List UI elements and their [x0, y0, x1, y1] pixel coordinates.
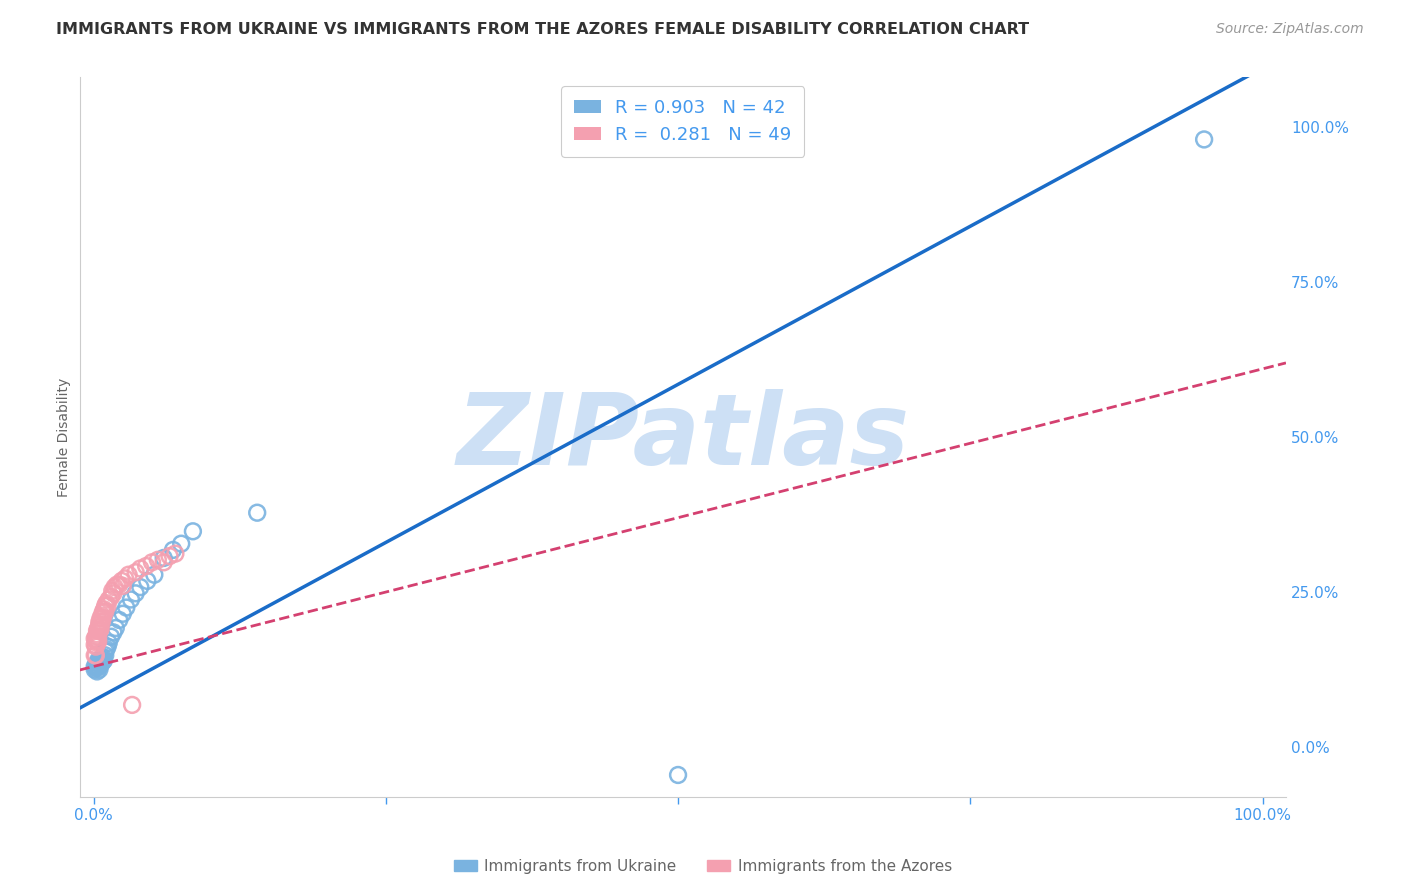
- Point: [84, 633, 107, 648]
- Point: [90, 652, 112, 666]
- Point: [97, 636, 120, 650]
- Point: [105, 577, 128, 591]
- Point: [94, 599, 117, 613]
- Point: [89, 624, 111, 638]
- Point: [83, 659, 105, 673]
- Point: [90, 655, 112, 669]
- Point: [86, 665, 108, 679]
- Point: [124, 586, 146, 600]
- Point: [96, 642, 118, 657]
- Point: [181, 524, 204, 539]
- Point: [87, 634, 110, 648]
- Point: [170, 537, 193, 551]
- Text: Source: ZipAtlas.com: Source: ZipAtlas.com: [1216, 22, 1364, 37]
- Legend: R = 0.903   N = 42, R =  0.281   N = 49: R = 0.903 N = 42, R = 0.281 N = 49: [561, 87, 804, 157]
- Point: [90, 619, 112, 633]
- Point: [94, 644, 117, 658]
- Point: [103, 580, 125, 594]
- Legend: Immigrants from Ukraine, Immigrants from the Azores: Immigrants from Ukraine, Immigrants from…: [447, 853, 959, 880]
- Point: [246, 506, 269, 520]
- Point: [152, 555, 174, 569]
- Point: [90, 615, 112, 629]
- Text: IMMIGRANTS FROM UKRAINE VS IMMIGRANTS FROM THE AZORES FEMALE DISABILITY CORRELAT: IMMIGRANTS FROM UKRAINE VS IMMIGRANTS FR…: [56, 22, 1029, 37]
- Point: [86, 636, 108, 650]
- Point: [115, 600, 138, 615]
- Point: [108, 613, 131, 627]
- Point: [84, 658, 107, 673]
- Point: [124, 566, 146, 580]
- Point: [93, 653, 115, 667]
- Point: [89, 657, 111, 671]
- Point: [84, 648, 107, 663]
- Point: [120, 592, 142, 607]
- Point: [110, 574, 132, 588]
- Point: [114, 571, 136, 585]
- Point: [103, 625, 125, 640]
- Point: [129, 561, 152, 575]
- Point: [152, 551, 174, 566]
- Point: [100, 590, 122, 604]
- Point: [86, 624, 108, 638]
- Point: [87, 630, 110, 644]
- Point: [83, 638, 105, 652]
- Point: [87, 659, 110, 673]
- Point: [97, 599, 120, 613]
- Point: [86, 657, 108, 671]
- Point: [89, 663, 111, 677]
- Point: [84, 630, 107, 644]
- Point: [90, 622, 112, 636]
- Point: [94, 605, 117, 619]
- Point: [91, 605, 114, 619]
- Point: [97, 592, 120, 607]
- Point: [90, 611, 112, 625]
- Point: [136, 574, 159, 588]
- Point: [111, 579, 134, 593]
- Point: [104, 621, 127, 635]
- Point: [90, 658, 112, 673]
- Point: [96, 596, 118, 610]
- Point: [86, 627, 108, 641]
- Point: [87, 621, 110, 635]
- Point: [91, 650, 114, 665]
- Point: [129, 580, 152, 594]
- Point: [83, 632, 105, 646]
- Point: [143, 567, 166, 582]
- Point: [86, 661, 108, 675]
- Point: [89, 615, 111, 629]
- Point: [90, 608, 112, 623]
- Point: [87, 653, 110, 667]
- Point: [94, 648, 117, 663]
- Point: [86, 633, 108, 648]
- Point: [666, 768, 689, 782]
- Point: [121, 698, 143, 712]
- Point: [1192, 132, 1215, 146]
- Point: [83, 648, 105, 663]
- Point: [135, 559, 157, 574]
- Point: [97, 640, 120, 654]
- Text: ZIPatlas: ZIPatlas: [456, 389, 910, 485]
- Point: [165, 547, 187, 561]
- Point: [91, 655, 114, 669]
- Point: [101, 583, 124, 598]
- Point: [89, 617, 111, 632]
- Point: [117, 567, 139, 582]
- Point: [103, 586, 125, 600]
- Point: [100, 630, 122, 644]
- Point: [162, 542, 184, 557]
- Y-axis label: Female Disability: Female Disability: [58, 377, 72, 497]
- Point: [111, 607, 134, 621]
- Point: [159, 549, 181, 563]
- Point: [90, 656, 112, 670]
- Point: [89, 653, 111, 667]
- Point: [141, 555, 163, 569]
- Point: [84, 661, 107, 675]
- Point: [146, 553, 169, 567]
- Point: [83, 663, 105, 677]
- Point: [84, 640, 107, 654]
- Point: [93, 602, 115, 616]
- Point: [108, 577, 131, 591]
- Point: [91, 611, 114, 625]
